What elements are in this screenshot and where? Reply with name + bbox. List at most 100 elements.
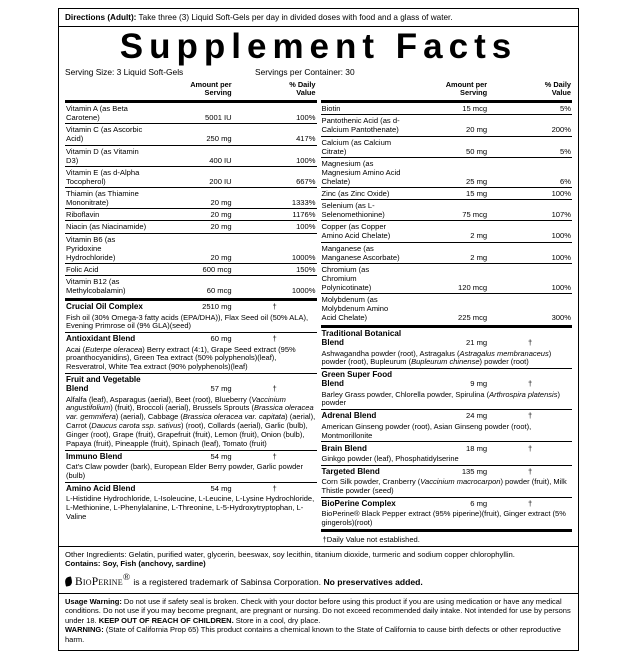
nutrient-daily-value: 100% (232, 144, 317, 167)
nutrient-row: Selenium (as L-Selenomethionine) 75 mcg 10… (320, 199, 572, 221)
blend-description-row: Alfalfa (leaf), Asparagus (aerial), Beet… (65, 394, 317, 450)
blend-row: Immuno Blend 54 mg † (65, 449, 317, 462)
nutrient-name: Copper (as Copper Amino Acid Chelate) (320, 220, 405, 243)
blend-name: BioPerine Complex (320, 496, 405, 509)
nutrient-amount: 250 mg (148, 123, 233, 146)
nutrient-amount: 20 mg (148, 186, 233, 209)
nutrient-name: Calcium (as Calcium Citrate) (320, 135, 405, 158)
blend-row: Crucial Oil Complex 2510 mg † (65, 299, 317, 313)
directions-row: Directions (Adult): Take three (3) Liqui… (59, 9, 578, 28)
nutrient-daily-value: 150% (232, 262, 317, 276)
blend-name: Green Super Food Blend (320, 368, 405, 390)
nutrient-daily-value: 107% (488, 199, 572, 221)
nutrient-amount: 2 mg (404, 220, 489, 243)
usage-warning-text: Do not use if safety seal is broken. Che… (65, 596, 571, 625)
nutrient-name: Pantothenic Acid (as d-Calcium Pantothen… (320, 114, 405, 137)
blend-amount: 24 mg (404, 409, 489, 422)
blend-row: Amino Acid Blend 54 mg † (65, 481, 317, 494)
nutrient-daily-value: 200% (488, 114, 572, 137)
blend-daily-value: † (488, 441, 572, 454)
nutrient-row: Vitamin D (as Vitamin D3) 400 IU 100% (65, 144, 317, 167)
blend-amount: 21 mg (404, 326, 489, 349)
blend-name: Fruit and Vegetable Blend (65, 373, 149, 395)
section-rule-left (65, 296, 317, 302)
blend-row: Antioxidant Blend 60 mg † (65, 332, 317, 345)
nutrient-row: Biotin 15 mcg 5% (321, 102, 573, 115)
blend-description-row: Fish oil (30% Omega-3 fatty acids (EPA/D… (65, 312, 317, 332)
directions-label: Directions (Adult): (65, 13, 137, 22)
nutrient-name: Vitamin B12 (as Methylcobalamin) (65, 274, 149, 297)
blend-daily-value: † (232, 299, 317, 313)
prop65-label: WARNING: (65, 625, 104, 635)
blend-ingredients: American Ginseng powder (root), Asian Gi… (321, 421, 532, 440)
facts-columns: Amount per Serving % Daily Value Vitamin… (59, 80, 578, 546)
usage-warning: Usage Warning: Do not use if safety seal… (65, 597, 572, 626)
blend-daily-value: † (232, 332, 317, 345)
blend-description-row: Corn Silk powder, Cranberry (Vaccinium m… (321, 477, 573, 497)
section-rule-right (320, 323, 572, 329)
blend-amount: 18 mg (404, 441, 489, 454)
nutrient-name: Selenium (as L-Selenomethionine) (320, 199, 405, 221)
nutrient-rows-left: Vitamin A (as Beta Carotene) 5001 IU 100% V… (65, 102, 317, 297)
nutrient-amount: 15 mcg (462, 104, 488, 114)
blend-name: Brain Blend (320, 441, 405, 454)
facts-column-right: Amount per Serving % Daily Value Biotin 1… (319, 80, 575, 546)
nutrient-daily-value: 100% (488, 220, 572, 243)
blend-ingredients: Alfalfa (leaf), Asparagus (aerial), Beet… (66, 394, 316, 448)
keep-out-of-reach-text: KEEP OUT OF REACH OF CHILDREN. (98, 615, 234, 625)
nutrient-daily-value: 6% (488, 156, 572, 188)
blend-row: Green Super Food Blend 9 mg † (320, 368, 572, 390)
nutrient-name: Riboflavin (65, 208, 149, 221)
nutrient-rows-right: Biotin 15 mcg 5% Pantothenic Acid (as d-Cal… (320, 102, 573, 324)
nutrient-amount: 75 mcg (404, 199, 489, 221)
nutrient-amount: 2 mg (404, 241, 489, 264)
blend-description-row: BioPerine® Black Pepper extract (95% pip… (321, 509, 573, 529)
blend-row: Adrenal Blend 24 mg † (320, 409, 572, 422)
directions-text: Take three (3) Liquid Soft-Gels per day … (136, 13, 453, 22)
header-rule-right (320, 98, 572, 104)
blend-name: Antioxidant Blend (65, 332, 149, 345)
nutrient-row: Folic Acid 600 mcg 150% (65, 262, 317, 276)
blend-amount: 6 mg (404, 496, 489, 509)
nutrient-amount: 25 mg (404, 156, 489, 188)
nutrient-daily-value: 100% (296, 113, 316, 123)
blend-amount: 54 mg (148, 449, 233, 462)
nutrient-name: Vitamin B6 (as Pyridoxine Hydrochloride) (65, 232, 149, 264)
prop65-text: (State of California Prop 65) This produ… (65, 625, 561, 645)
bioperine-rest: is a registered trademark of Sabinsa Cor… (133, 576, 324, 587)
blend-daily-value: † (488, 464, 572, 477)
nutrient-row: Zinc (as Zinc Oxide) 15 mg 100% (320, 186, 572, 200)
header-amount-right-line1: Amount per (445, 80, 488, 90)
blend-row: Brain Blend 18 mg † (320, 441, 572, 454)
nutrient-name: Thiamin (as Thiamine Mononitrate) (65, 186, 149, 209)
nutrient-row: Niacin (as Niacinamide) 20 mg 100% (65, 220, 317, 234)
blend-daily-value: † (232, 481, 317, 494)
nutrient-name: Magnesium (as Magnesium Amino Acid Chela… (320, 156, 405, 188)
header-rule (65, 98, 317, 104)
blend-ingredients: Cat's Claw powder (bark), European Elder… (66, 461, 303, 480)
nutrient-name: Niacin (as Niacinamide) (65, 220, 149, 234)
other-ingredients: Other Ingredients: Gelatin, purified wat… (65, 549, 515, 559)
blend-daily-value: † (232, 449, 317, 462)
header-dv-line1: % Daily (289, 80, 316, 90)
blend-ingredients: Fish oil (30% Omega-3 fatty acids (EPA/D… (66, 312, 309, 331)
blend-daily-value: † (488, 496, 572, 509)
blend-description-row: American Ginseng powder (root), Asian Gi… (321, 422, 573, 442)
blend-amount: 9 mg (404, 368, 489, 390)
nutrient-row: Thiamin (as Thiamine Mononitrate) 20 mg 13… (65, 186, 317, 209)
bioperine-brand: BioPerine® (75, 572, 130, 590)
nutrient-table-left: Amount per Serving % Daily Value Vitamin… (65, 80, 317, 522)
blend-daily-value: † (488, 326, 572, 349)
blend-name: Traditional Botanical Blend (320, 326, 405, 349)
header-blank (65, 80, 149, 98)
nutrient-row: Chromium (as Chromium Polynicotinate) 120… (320, 262, 572, 294)
allergen-contains: Contains: Soy, Fish (anchovy, sardine) (65, 559, 206, 569)
serving-size: Serving Size: 3 Liquid Soft-Gels (65, 67, 184, 78)
nutrient-name: Zinc (as Zinc Oxide) (320, 186, 405, 200)
table-header-row: Amount per Serving % Daily Value (65, 80, 317, 98)
nutrient-row: Vitamin A (as Beta Carotene) 5001 IU 100% (65, 102, 317, 124)
bioperine-trademark-line: BioPerine® is a registered trademark of … (64, 569, 572, 590)
nutrient-daily-value: 1176% (232, 208, 317, 221)
other-ingredients-block: Other Ingredients: Gelatin, purified wat… (59, 545, 578, 593)
nutrient-amount: 20 mg (148, 208, 233, 221)
